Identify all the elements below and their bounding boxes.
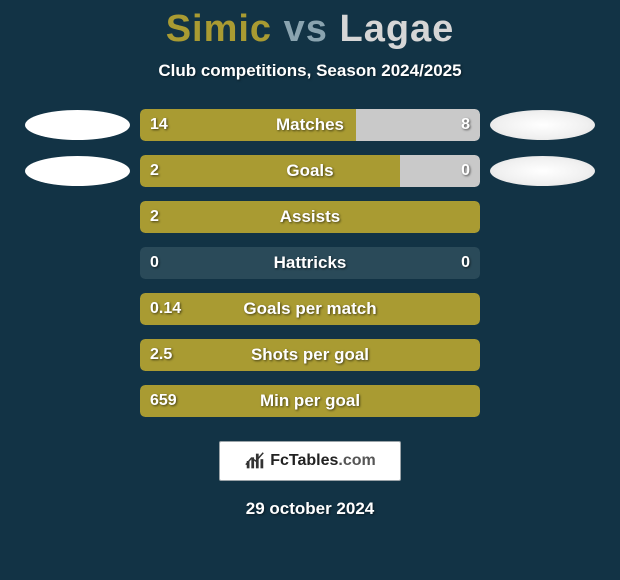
spacer <box>490 202 595 232</box>
stat-label: Min per goal <box>140 391 480 411</box>
spacer <box>25 340 130 370</box>
badge-domain: .com <box>338 452 375 469</box>
player2-badge <box>490 156 595 186</box>
stat-row: 2.5Shots per goal <box>0 339 620 371</box>
badge-text: FcTables.com <box>270 452 376 470</box>
stat-label: Shots per goal <box>140 345 480 365</box>
player2-name: Lagae <box>339 8 454 50</box>
spacer <box>25 386 130 416</box>
comparison-card: Simic vs Lagae Club competitions, Season… <box>0 0 620 580</box>
badge-main: FcTables <box>270 452 338 469</box>
stat-bar: 148Matches <box>140 109 480 141</box>
player1-badge <box>25 110 130 140</box>
player2-badge <box>490 110 595 140</box>
stat-row: 20Goals <box>0 155 620 187</box>
source-badge[interactable]: FcTables.com <box>219 441 401 481</box>
stats-rows: 148Matches 20Goals 2Assists 00Hattricks 0.14… <box>0 109 620 417</box>
spacer <box>490 386 595 416</box>
player1-badge <box>25 156 130 186</box>
stat-row: 659Min per goal <box>0 385 620 417</box>
spacer <box>25 294 130 324</box>
player1-name: Simic <box>166 8 272 50</box>
title: Simic vs Lagae <box>0 0 620 51</box>
stat-row: 00Hattricks <box>0 247 620 279</box>
stat-bar: 0.14Goals per match <box>140 293 480 325</box>
stat-row: 0.14Goals per match <box>0 293 620 325</box>
stat-label: Assists <box>140 207 480 227</box>
spacer <box>490 248 595 278</box>
stat-label: Goals per match <box>140 299 480 319</box>
spacer <box>490 294 595 324</box>
stat-bar: 20Goals <box>140 155 480 187</box>
spacer <box>490 340 595 370</box>
stat-bar: 2.5Shots per goal <box>140 339 480 371</box>
stat-bar: 2Assists <box>140 201 480 233</box>
spacer <box>25 202 130 232</box>
vs-text: vs <box>284 8 328 50</box>
chart-icon <box>244 450 266 472</box>
stat-bar: 659Min per goal <box>140 385 480 417</box>
stat-row: 2Assists <box>0 201 620 233</box>
stat-bar: 00Hattricks <box>140 247 480 279</box>
stat-label: Matches <box>140 115 480 135</box>
date: 29 october 2024 <box>0 499 620 519</box>
subtitle: Club competitions, Season 2024/2025 <box>0 61 620 81</box>
stat-row: 148Matches <box>0 109 620 141</box>
spacer <box>25 248 130 278</box>
stat-label: Goals <box>140 161 480 181</box>
stat-label: Hattricks <box>140 253 480 273</box>
